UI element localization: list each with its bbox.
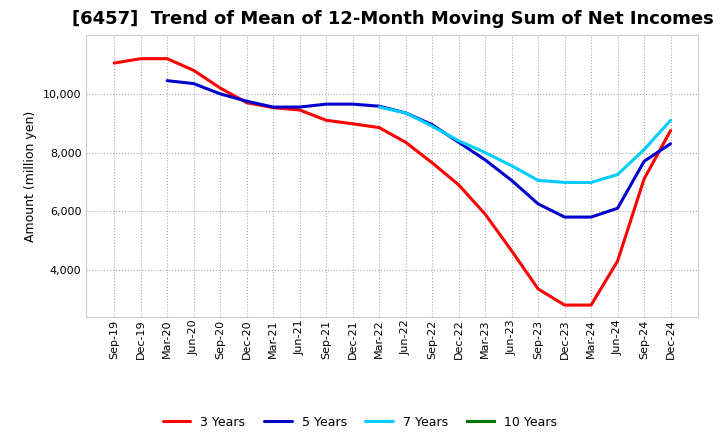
- Y-axis label: Amount (million yen): Amount (million yen): [24, 110, 37, 242]
- 3 Years: [348, 121, 357, 126]
- 5 Years: [401, 110, 410, 116]
- 3 Years: [613, 258, 622, 264]
- 3 Years: [560, 302, 569, 308]
- 3 Years: [534, 286, 542, 292]
- 3 Years: [454, 182, 463, 187]
- 3 Years: [189, 68, 198, 73]
- 5 Years: [295, 104, 304, 110]
- 5 Years: [428, 122, 436, 127]
- 3 Years: [243, 100, 251, 105]
- 7 Years: [428, 124, 436, 129]
- 7 Years: [560, 180, 569, 185]
- 5 Years: [375, 103, 384, 109]
- 5 Years: [189, 81, 198, 86]
- 7 Years: [534, 178, 542, 183]
- 5 Years: [454, 139, 463, 145]
- 5 Years: [640, 159, 649, 164]
- 3 Years: [587, 302, 595, 308]
- 7 Years: [375, 104, 384, 110]
- 5 Years: [322, 102, 330, 107]
- 3 Years: [322, 117, 330, 123]
- 3 Years: [428, 160, 436, 165]
- 5 Years: [481, 157, 490, 162]
- Legend: 3 Years, 5 Years, 7 Years, 10 Years: 3 Years, 5 Years, 7 Years, 10 Years: [158, 411, 562, 434]
- 7 Years: [481, 150, 490, 155]
- 5 Years: [508, 178, 516, 183]
- 5 Years: [216, 91, 225, 96]
- 7 Years: [508, 163, 516, 169]
- Line: 5 Years: 5 Years: [167, 81, 670, 217]
- 5 Years: [163, 78, 171, 83]
- 5 Years: [613, 205, 622, 211]
- 3 Years: [110, 60, 119, 66]
- 5 Years: [243, 99, 251, 104]
- 5 Years: [560, 214, 569, 220]
- 3 Years: [295, 107, 304, 113]
- 3 Years: [666, 128, 675, 133]
- 7 Years: [613, 172, 622, 177]
- 3 Years: [216, 85, 225, 91]
- 3 Years: [401, 139, 410, 145]
- 3 Years: [508, 248, 516, 253]
- 3 Years: [163, 56, 171, 61]
- 5 Years: [587, 214, 595, 220]
- 7 Years: [401, 110, 410, 116]
- 3 Years: [375, 125, 384, 130]
- 3 Years: [269, 105, 277, 110]
- Line: 3 Years: 3 Years: [114, 59, 670, 305]
- 3 Years: [481, 212, 490, 217]
- 7 Years: [587, 180, 595, 185]
- 5 Years: [269, 104, 277, 110]
- Title: [6457]  Trend of Mean of 12-Month Moving Sum of Net Incomes: [6457] Trend of Mean of 12-Month Moving …: [71, 10, 714, 28]
- 7 Years: [640, 147, 649, 152]
- 7 Years: [454, 138, 463, 143]
- 7 Years: [666, 117, 675, 123]
- 5 Years: [666, 141, 675, 147]
- 5 Years: [348, 102, 357, 107]
- 3 Years: [136, 56, 145, 61]
- 5 Years: [534, 201, 542, 206]
- 3 Years: [640, 176, 649, 182]
- Line: 7 Years: 7 Years: [379, 107, 670, 183]
